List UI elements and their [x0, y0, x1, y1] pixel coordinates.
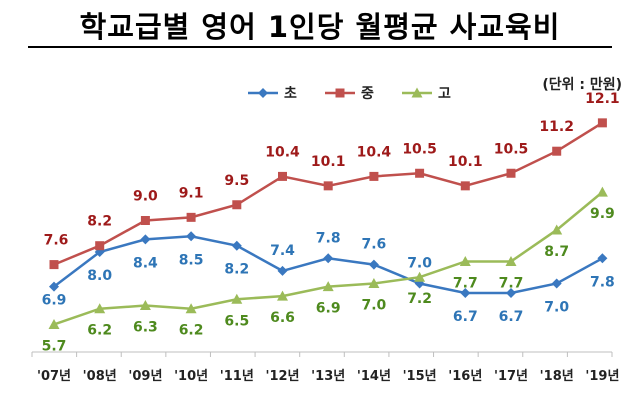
data-label: 6.9 [42, 293, 67, 309]
data-point [596, 186, 608, 197]
legend-label-1: 중 [361, 86, 374, 102]
x-tick-label: '14년 [357, 369, 391, 384]
data-point [49, 281, 59, 292]
x-tick-label: '19년 [585, 369, 619, 384]
data-label: 9.0 [133, 189, 158, 205]
data-label: 8.2 [224, 262, 249, 278]
data-label: 7.2 [407, 291, 432, 307]
data-label: 8.7 [544, 244, 569, 260]
data-point [278, 171, 287, 181]
x-tick-label: '13년 [311, 369, 345, 384]
data-point [277, 265, 288, 276]
data-point [186, 231, 197, 242]
legend-label-2: 고 [438, 86, 451, 102]
data-point [140, 216, 150, 225]
data-point [323, 181, 333, 191]
data-label: 7.7 [453, 275, 478, 291]
data-label: 7.6 [361, 237, 386, 253]
x-tick-label: '16년 [448, 369, 482, 384]
data-label: 6.6 [270, 310, 295, 326]
data-point [231, 293, 243, 304]
data-label: 6.2 [87, 323, 112, 339]
data-point [231, 240, 242, 251]
data-label: 9.1 [179, 185, 204, 201]
data-point [139, 300, 151, 311]
data-label: 7.0 [361, 298, 386, 314]
data-point [322, 281, 334, 292]
legend-marker-2 [411, 87, 423, 98]
data-label: 10.4 [357, 144, 392, 160]
data-point [277, 290, 288, 301]
data-label: 7.0 [544, 300, 569, 316]
data-point [140, 234, 151, 245]
data-label: 6.7 [453, 309, 478, 325]
data-point [48, 318, 60, 329]
data-point [460, 181, 470, 191]
data-label: 6.9 [316, 301, 341, 317]
data-point [49, 260, 59, 270]
data-label: 6.3 [133, 320, 158, 336]
legend-marker-0 [258, 88, 268, 98]
x-tick-label: '09년 [128, 369, 162, 384]
data-point [232, 200, 242, 210]
data-label: 8.4 [133, 255, 158, 271]
unit-label: (단위 : 만원) [542, 77, 622, 93]
x-tick-label: '10년 [174, 369, 208, 384]
data-point [414, 271, 426, 282]
data-label: 7.8 [316, 230, 341, 246]
data-label: 7.6 [44, 233, 69, 249]
data-point [95, 241, 105, 251]
data-label: 8.2 [87, 214, 112, 230]
data-point [368, 278, 380, 288]
data-label: 10.4 [265, 144, 300, 160]
data-point [459, 255, 471, 266]
data-label: 10.1 [448, 154, 483, 170]
data-point [597, 253, 608, 264]
data-point [460, 287, 471, 298]
data-point [551, 278, 562, 289]
data-point [597, 118, 607, 128]
data-point [505, 255, 517, 266]
data-point [369, 171, 379, 181]
data-label: 9.5 [224, 173, 249, 189]
data-point [551, 224, 563, 235]
chart-title: 학교급별 영어 1인당 월평균 사교육비 [79, 10, 561, 44]
data-label: 7.4 [270, 243, 295, 259]
data-point [506, 168, 516, 178]
x-tick-label: '12년 [265, 369, 299, 384]
data-label: 6.7 [499, 309, 524, 325]
legend-marker-1 [335, 88, 345, 98]
data-label: 9.9 [590, 206, 615, 222]
data-label: 7.7 [499, 275, 524, 291]
x-tick-label: '17년 [494, 369, 528, 384]
data-label: 7.0 [407, 256, 432, 272]
data-label: 6.5 [224, 313, 249, 329]
data-label: 10.1 [311, 154, 346, 170]
data-point [368, 259, 379, 270]
data-label: 10.5 [494, 141, 529, 157]
legend-label-0: 초 [284, 86, 297, 102]
x-tick-label: '07년 [37, 369, 71, 384]
data-label: 5.7 [42, 338, 67, 354]
data-point [415, 168, 425, 178]
data-point [323, 253, 334, 264]
data-label: 12.1 [585, 91, 620, 107]
data-label: 11.2 [539, 119, 574, 135]
x-tick-label: '15년 [403, 369, 437, 384]
data-label: 8.5 [179, 252, 204, 268]
data-label: 8.0 [87, 268, 112, 284]
data-point [94, 303, 106, 314]
title-underline [28, 46, 612, 48]
x-tick-label: '18년 [540, 369, 574, 384]
data-point [186, 212, 196, 222]
data-label: 10.5 [402, 141, 437, 157]
x-tick-label: '08년 [83, 369, 117, 384]
data-label: 7.8 [590, 274, 615, 290]
x-tick-label: '11년 [220, 369, 254, 384]
data-point [506, 287, 516, 298]
data-point [552, 146, 562, 156]
data-point [185, 303, 197, 314]
data-label: 6.2 [179, 323, 204, 339]
